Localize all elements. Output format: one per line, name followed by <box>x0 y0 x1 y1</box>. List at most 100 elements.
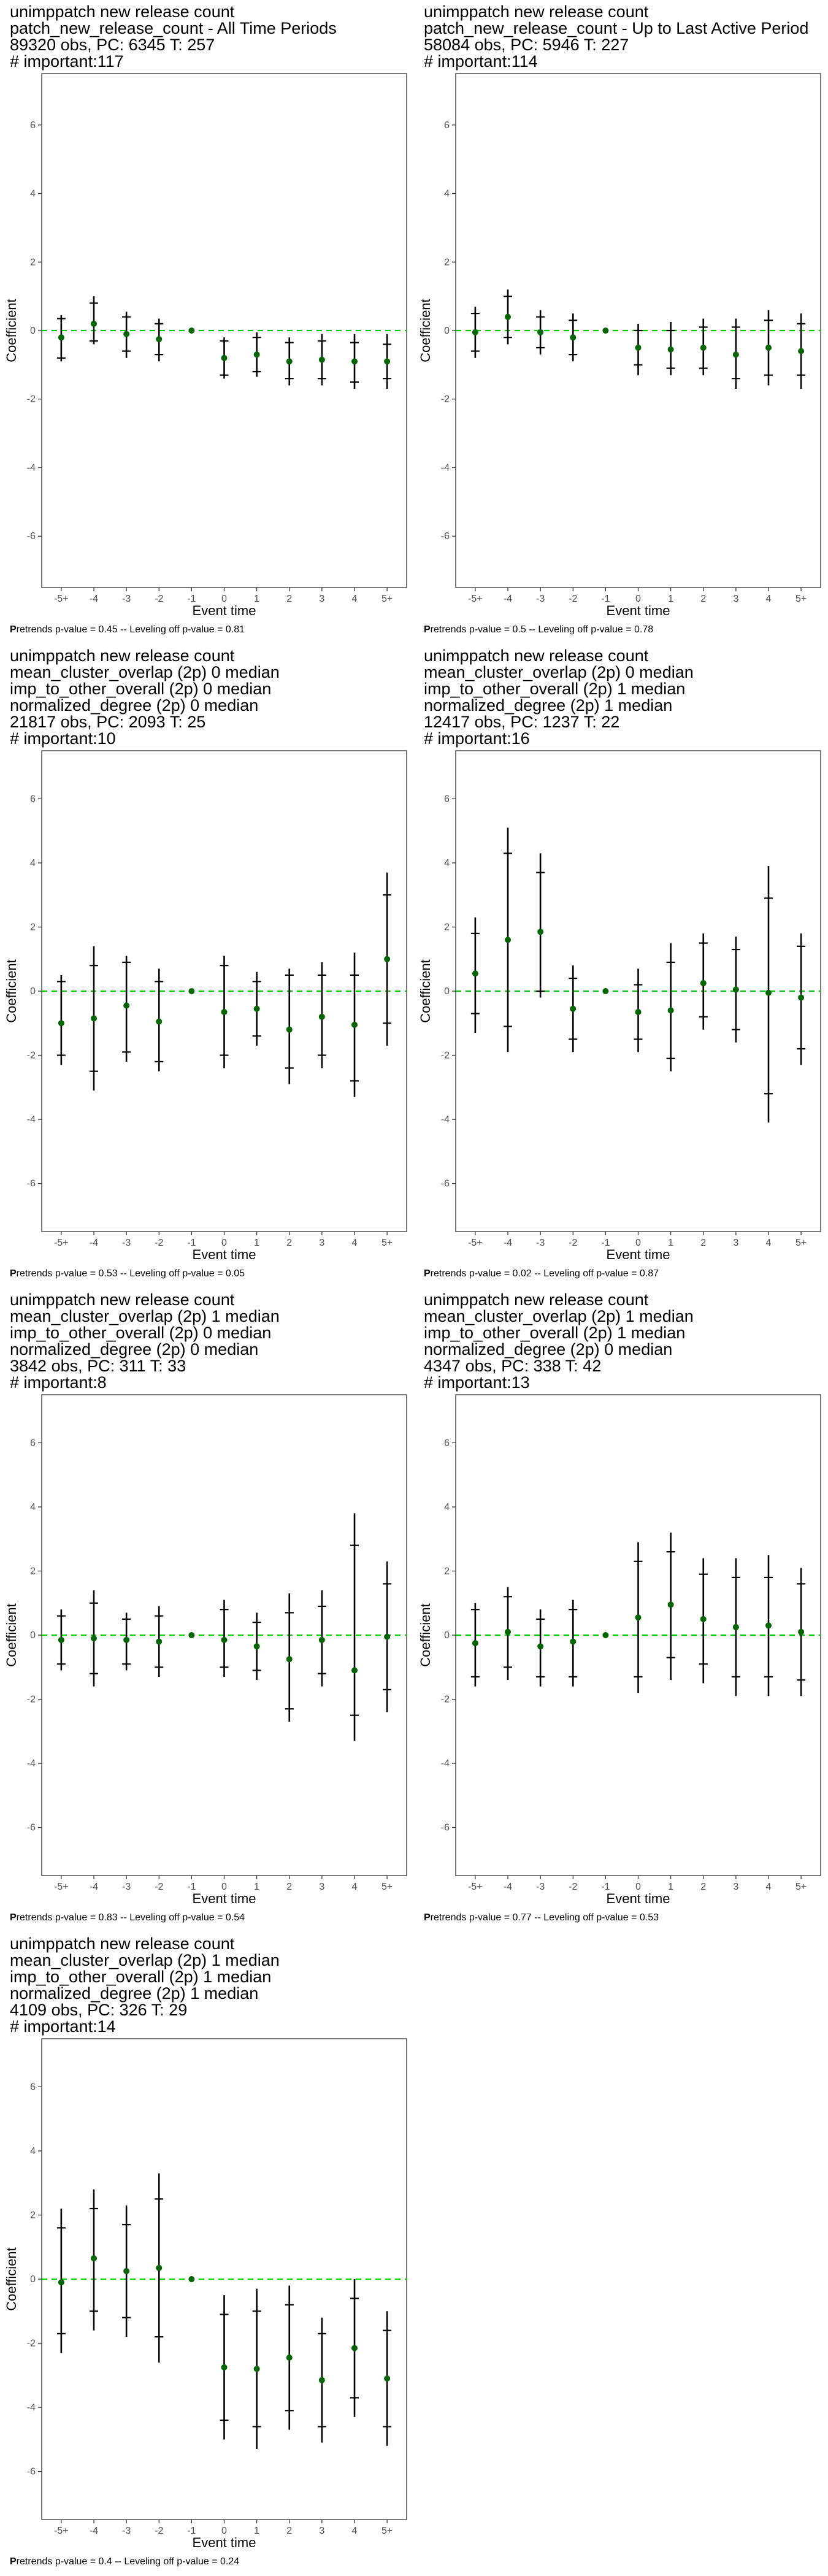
data-point <box>253 2366 260 2372</box>
data-point <box>188 2276 195 2282</box>
data-point <box>221 355 228 361</box>
pvalue-caption-text: retrends p-value = 0.83 -- Leveling off … <box>16 1912 245 1923</box>
chart-title-line: 58084 obs, PC: 5946 T: 227 <box>424 36 629 54</box>
data-point <box>667 1007 674 1014</box>
data-point <box>667 346 674 353</box>
data-point <box>505 313 511 320</box>
x-tick-label: 5+ <box>381 594 393 604</box>
y-tick-label: -4 <box>27 462 36 473</box>
x-tick-label: 0 <box>221 1882 227 1892</box>
data-point <box>472 329 478 335</box>
y-tick-label: 4 <box>30 2146 36 2156</box>
chart-title-line: patch_new_release_count - All Time Perio… <box>10 19 337 37</box>
data-point <box>286 2355 293 2361</box>
x-tick-label: -2 <box>155 1882 163 1892</box>
chart-title: unimppatch new release count mean_cluster… <box>10 648 280 747</box>
data-point <box>384 956 391 962</box>
x-tick-label: 4 <box>352 2526 358 2536</box>
x-tick-label: 0 <box>635 1238 641 1248</box>
x-tick-label: 2 <box>286 2526 292 2536</box>
y-tick-label: 4 <box>30 1502 36 1512</box>
x-axis-title: Event time <box>607 1891 670 1906</box>
pvalue-caption-text: retrends p-value = 0.53 -- Leveling off … <box>16 1268 245 1279</box>
y-tick-label: 4 <box>444 1502 450 1512</box>
x-tick-label: -2 <box>155 1238 163 1248</box>
x-tick-label: 5+ <box>381 1238 393 1248</box>
y-tick-label: 6 <box>30 794 36 804</box>
y-tick-label: 6 <box>30 120 36 131</box>
y-tick-label: 4 <box>30 858 36 868</box>
y-tick-label: 0 <box>30 326 36 336</box>
x-tick-label: 5+ <box>381 2526 393 2536</box>
data-point <box>765 1622 772 1629</box>
data-point <box>221 2364 228 2371</box>
pvalue-caption-initial: P <box>424 1268 431 1279</box>
data-point <box>318 1636 325 1643</box>
x-tick-label: -4 <box>90 2526 98 2536</box>
data-point <box>384 358 391 365</box>
x-tick-label: 0 <box>221 2526 227 2536</box>
chart-title-line: unimppatch new release count <box>10 646 235 665</box>
data-point <box>351 1021 358 1028</box>
data-point <box>635 344 642 351</box>
y-tick-label: 4 <box>30 189 36 199</box>
y-tick-label: 4 <box>444 858 450 868</box>
x-tick-label: -2 <box>569 1238 577 1248</box>
y-tick-label: 2 <box>444 257 450 267</box>
x-tick-label: 3 <box>733 594 738 604</box>
data-point <box>635 1008 642 1015</box>
chart-title-line: # important:16 <box>424 729 530 748</box>
x-tick-label: -4 <box>90 1882 98 1892</box>
x-tick-label: -4 <box>504 1238 512 1248</box>
y-tick-label: 2 <box>30 257 36 267</box>
x-tick-label: -4 <box>90 1238 98 1248</box>
x-tick-label: 0 <box>635 1882 641 1892</box>
chart-title-line: 3842 obs, PC: 311 T: 33 <box>10 1357 186 1375</box>
y-tick-label: -4 <box>441 1758 450 1769</box>
data-point <box>156 335 163 342</box>
y-axis-title: Coefficient <box>4 1603 19 1667</box>
x-tick-label: -3 <box>536 1882 545 1892</box>
x-tick-label: 3 <box>319 594 324 604</box>
y-tick-label: 0 <box>444 986 450 997</box>
data-point <box>156 1018 163 1025</box>
y-axis-title: Coefficient <box>4 959 19 1023</box>
data-point <box>700 344 707 351</box>
chart-panel: unimppatch new release count patch_new_re… <box>414 0 828 644</box>
y-tick-label: -2 <box>441 1051 450 1061</box>
x-tick-label: -3 <box>122 594 131 604</box>
x-tick-label: 3 <box>733 1882 738 1892</box>
y-tick-label: 2 <box>30 922 36 932</box>
data-point <box>156 2264 163 2271</box>
y-tick-label: -2 <box>27 1051 36 1061</box>
x-tick-label: -1 <box>601 1882 610 1892</box>
y-axis-title: Coefficient <box>4 299 19 362</box>
chart-title-line: # important:114 <box>424 52 538 71</box>
pvalue-caption-initial: P <box>424 1912 431 1923</box>
plot-frame <box>41 73 407 588</box>
x-axis-title: Event time <box>607 603 670 618</box>
chart-panel: unimppatch new release count mean_cluster… <box>0 644 414 1288</box>
y-tick-label: 0 <box>444 326 450 336</box>
chart-title-line: mean_cluster_overlap (2p) 1 median <box>10 1307 280 1325</box>
data-point <box>123 1636 130 1643</box>
chart-title-line: patch_new_release_count - Up to Last Act… <box>424 19 809 37</box>
plot-frame <box>41 2038 407 2520</box>
x-tick-label: 0 <box>221 1238 227 1248</box>
x-axis-title: Event time <box>193 603 256 618</box>
data-point <box>286 1656 293 1663</box>
pvalue-caption-initial: P <box>10 2556 17 2567</box>
y-tick-label: -2 <box>441 394 450 405</box>
y-tick-label: 0 <box>444 1630 450 1641</box>
pvalue-caption-initial: P <box>10 1268 17 1279</box>
y-tick-label: -2 <box>27 394 36 405</box>
chart-title-line: 21817 obs, PC: 2093 T: 25 <box>10 713 206 731</box>
data-point <box>221 1636 228 1643</box>
y-axis-title: Coefficient <box>418 959 433 1023</box>
chart-title-line: normalized_degree (2p) 1 median <box>10 1984 259 2003</box>
y-tick-label: 2 <box>444 922 450 932</box>
x-tick-label: -2 <box>155 2526 163 2536</box>
x-tick-label: -3 <box>536 1238 545 1248</box>
chart-title-line: 4347 obs, PC: 338 T: 42 <box>424 1357 602 1375</box>
x-tick-label: 4 <box>352 1238 358 1248</box>
